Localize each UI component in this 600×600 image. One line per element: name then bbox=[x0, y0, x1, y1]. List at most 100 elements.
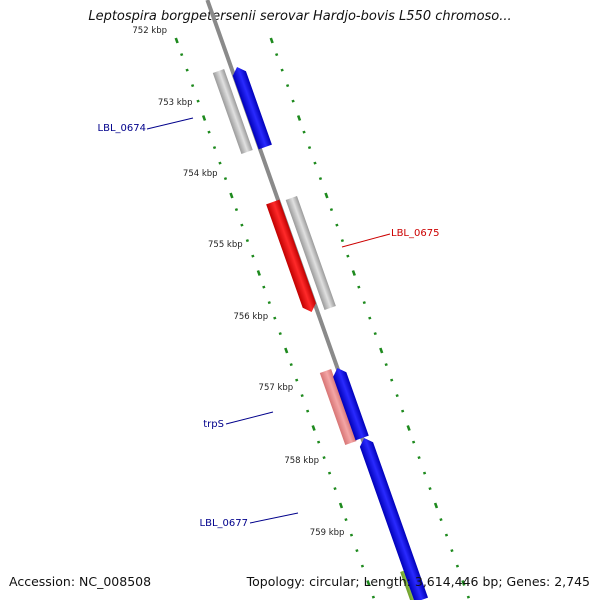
gc-skew-mark bbox=[280, 68, 284, 72]
gc-skew-mark bbox=[340, 239, 345, 243]
gc-skew-mark bbox=[251, 254, 255, 258]
kbp-tick-label: 757 kbp bbox=[259, 383, 294, 393]
gc-skew-mark bbox=[333, 487, 337, 491]
gc-skew-mark bbox=[307, 146, 312, 150]
gc-skew-mark bbox=[311, 425, 316, 431]
gc-skew-mark bbox=[406, 425, 411, 431]
gc-skew-mark bbox=[373, 332, 377, 336]
gc-skew-mark bbox=[318, 177, 323, 181]
gc-skew-mark bbox=[180, 53, 184, 57]
gene-lbl_0677[interactable] bbox=[358, 436, 429, 600]
gc-skew-mark bbox=[401, 409, 405, 413]
gene-trps-shape[interactable] bbox=[331, 366, 369, 441]
gc-skew-mark bbox=[234, 208, 239, 212]
gc-skew-mark bbox=[201, 115, 207, 121]
gc-skew-mark bbox=[300, 394, 304, 398]
gc-skew-track-outer bbox=[269, 37, 470, 599]
gene-lbl_0675-shape[interactable] bbox=[266, 199, 318, 315]
gc-skew-mark bbox=[422, 471, 427, 475]
gc-skew-mark bbox=[362, 301, 366, 305]
gc-skew-mark bbox=[291, 99, 295, 103]
orf-bar-shape[interactable] bbox=[285, 196, 336, 310]
gc-skew-mark bbox=[439, 518, 443, 522]
gc-skew-mark bbox=[384, 363, 388, 367]
gc-skew-mark bbox=[284, 347, 289, 354]
trna-bar-shape[interactable] bbox=[319, 369, 357, 445]
gc-skew-mark bbox=[269, 37, 274, 44]
gc-skew-mark bbox=[360, 564, 365, 568]
gc-skew-mark bbox=[417, 456, 421, 460]
kbp-tick-label: 755 kbp bbox=[208, 240, 243, 250]
kbp-tick-label: 754 kbp bbox=[183, 169, 218, 179]
gc-skew-mark bbox=[329, 208, 334, 212]
gc-skew-mark bbox=[366, 580, 371, 586]
gc-skew-mark bbox=[428, 487, 432, 491]
gc-skew-mark bbox=[346, 254, 350, 258]
gc-skew-mark bbox=[327, 471, 332, 475]
gc-skew-mark bbox=[256, 270, 261, 276]
gc-skew-mark bbox=[338, 502, 344, 509]
gc-skew-mark bbox=[368, 316, 372, 320]
gc-skew-mark bbox=[433, 502, 439, 509]
trna-bar[interactable] bbox=[319, 369, 357, 445]
gc-skew-mark bbox=[344, 518, 348, 522]
gc-skew-mark bbox=[240, 223, 244, 227]
accession-label: Accession: NC_008508 bbox=[9, 574, 152, 589]
gc-skew-mark bbox=[444, 533, 449, 537]
gc-skew-mark bbox=[267, 301, 271, 305]
gc-skew-mark bbox=[390, 378, 394, 382]
gc-skew-mark bbox=[357, 285, 361, 289]
gc-skew-mark bbox=[379, 347, 384, 354]
gc-skew-mark bbox=[302, 130, 306, 134]
gc-skew-mark bbox=[335, 223, 339, 227]
feature-label-trps[interactable]: trpS bbox=[203, 419, 224, 430]
gc-skew-mark bbox=[322, 456, 326, 460]
map-title: Leptospira borgpetersenii serovar Hardjo… bbox=[88, 9, 512, 24]
gene-lbl_0674-shape[interactable] bbox=[230, 65, 272, 150]
feature-label-lbl_0675[interactable]: LBL_0675 bbox=[391, 228, 439, 239]
gc-skew-mark bbox=[229, 192, 234, 199]
gc-skew-mark bbox=[355, 549, 359, 553]
gene-lbl_0677-shape[interactable] bbox=[358, 436, 429, 600]
kbp-tick-label: 759 kbp bbox=[310, 528, 345, 538]
feature-leader-line bbox=[249, 512, 299, 524]
gc-skew-mark bbox=[289, 363, 293, 367]
gc-skew-mark bbox=[349, 533, 354, 537]
gc-skew-mark bbox=[411, 440, 416, 444]
feature-label-lbl_0674[interactable]: LBL_0674 bbox=[98, 123, 146, 134]
feature-leader-line bbox=[225, 411, 274, 425]
gc-skew-mark bbox=[450, 549, 454, 553]
kbp-tick-label: 753 kbp bbox=[158, 98, 193, 108]
gc-skew-mark bbox=[174, 37, 179, 44]
gc-skew-mark bbox=[313, 161, 317, 165]
gc-skew-mark bbox=[207, 130, 211, 134]
gc-skew-mark bbox=[196, 99, 200, 103]
gc-skew-mark bbox=[223, 177, 228, 181]
kbp-tick-label: 752 kbp bbox=[132, 26, 167, 36]
gc-skew-mark bbox=[273, 316, 277, 320]
gc-skew-mark bbox=[324, 192, 329, 199]
gene-lbl_0674[interactable] bbox=[230, 65, 272, 150]
gc-skew-mark bbox=[371, 595, 375, 599]
orf-bar-shape[interactable] bbox=[212, 69, 253, 154]
genome-summary: Topology: circular; Length: 3,614,446 bp… bbox=[246, 574, 590, 589]
gc-skew-mark bbox=[245, 239, 250, 243]
gc-skew-mark bbox=[185, 68, 189, 72]
feature-leader-line bbox=[341, 233, 391, 248]
gc-skew-mark bbox=[278, 332, 282, 336]
gc-skew-mark bbox=[351, 270, 356, 276]
orf-bar[interactable] bbox=[212, 69, 253, 154]
gc-skew-mark bbox=[316, 440, 321, 444]
gc-skew-track-inner bbox=[174, 37, 375, 599]
gene-trps[interactable] bbox=[331, 366, 369, 441]
feature-label-lbl_0677[interactable]: LBL_0677 bbox=[200, 518, 248, 529]
gc-skew-mark bbox=[191, 84, 195, 88]
gc-skew-mark bbox=[295, 378, 299, 382]
gene-lbl_0675[interactable] bbox=[266, 199, 318, 315]
orf-bar[interactable] bbox=[285, 196, 336, 310]
gc-skew-mark bbox=[218, 161, 222, 165]
kbp-tick-label: 758 kbp bbox=[284, 456, 319, 466]
gc-skew-mark bbox=[296, 115, 302, 121]
